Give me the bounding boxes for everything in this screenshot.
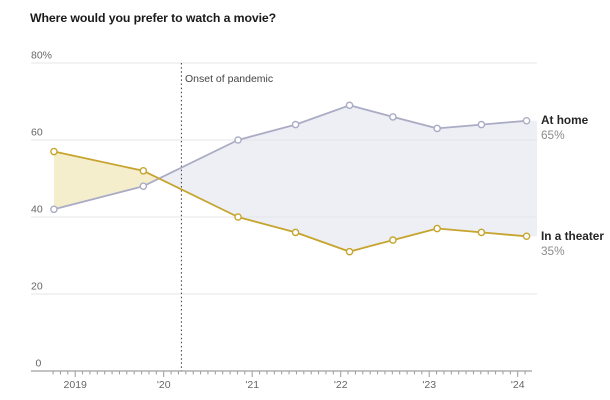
data-point-marker: [291, 228, 300, 237]
y-tick-label-40: 40: [31, 204, 43, 216]
theater-majority-area: [54, 151, 160, 210]
x-tick-label-2019: 2019: [64, 379, 88, 391]
y-tick-label-80: 80%: [31, 50, 52, 62]
data-point-marker: [234, 213, 242, 221]
data-point-marker: [50, 147, 58, 156]
data-point-marker: [234, 136, 242, 144]
series-value-at-home: 65%: [541, 128, 565, 142]
data-point-marker: [139, 166, 148, 175]
y-tick-label-60: 60: [31, 127, 43, 139]
data-point-marker: [389, 113, 397, 121]
home-majority-area: [159, 105, 537, 252]
chart-title: Where would you prefer to watch a movie?: [30, 11, 277, 25]
data-point-marker: [433, 224, 441, 233]
series-label-in-a-theater: In a theater: [541, 229, 604, 243]
series-label-at-home: At home: [541, 113, 589, 127]
x-tick-label-2023: '23: [422, 379, 436, 391]
data-point-marker: [345, 101, 354, 110]
x-tick-label-2022: '22: [334, 379, 348, 391]
data-point-marker: [477, 120, 486, 129]
data-point-marker: [291, 120, 300, 129]
data-point-marker: [139, 182, 148, 190]
x-tick-label-2024: '24: [511, 379, 525, 391]
data-point-marker: [433, 124, 441, 133]
data-point-marker: [522, 116, 531, 125]
y-tick-label-20: 20: [31, 281, 43, 293]
data-point-marker: [389, 236, 397, 244]
data-point-marker: [50, 205, 58, 214]
x-tick-label-2021: '21: [245, 379, 259, 391]
y-tick-label-0: 0: [36, 358, 42, 370]
pandemic-annotation: Onset of pandemic: [185, 73, 274, 85]
data-point-marker: [345, 247, 354, 256]
x-tick-label-2020: '20: [157, 379, 171, 391]
series-value-in-a-theater: 35%: [541, 244, 565, 258]
data-point-marker: [522, 232, 531, 241]
data-point-marker: [477, 228, 486, 237]
